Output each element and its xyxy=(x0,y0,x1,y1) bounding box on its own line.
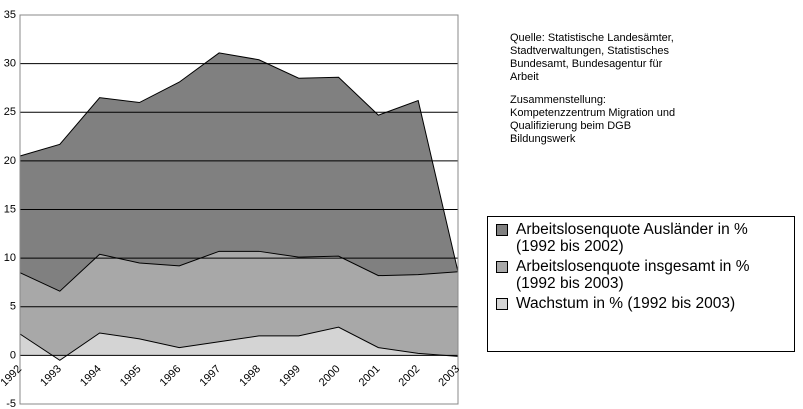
area xyxy=(20,251,458,356)
annotation-line: Kompetenzzentrum Migration und xyxy=(510,107,676,119)
annotation-line: Bundesamt, Bundesagentur für xyxy=(510,58,663,70)
legend-label: Arbeitslosenquote insgesamt in % (1992 b… xyxy=(516,258,750,292)
area-line xyxy=(19,326,459,361)
annotation-line: Quelle: Statistische Landesämter, xyxy=(510,32,674,44)
legend: Arbeitslosenquote Ausländer in % (1992 b… xyxy=(487,216,795,352)
annotation-line: Zusammenstellung: xyxy=(510,94,606,106)
legend-label: Arbeitslosenquote Ausländer in % (1992 b… xyxy=(516,221,748,255)
y-tick-label: 10 xyxy=(4,252,16,264)
annotation-line: Bildungswerk xyxy=(510,133,576,145)
note-source: Quelle: Statistische Landesämter, Stadtve… xyxy=(510,32,674,84)
plot-border xyxy=(19,14,459,405)
annotation-line: Stadtverwaltungen, Statistisches xyxy=(510,45,669,57)
annotation-line: Qualifizierung beim DGB xyxy=(510,120,632,132)
legend-item: Wachstum in % (1992 bis 2003) xyxy=(496,295,786,312)
y-tick-label: 15 xyxy=(4,203,16,215)
legend-label: Wachstum in % (1992 bis 2003) xyxy=(516,295,736,312)
legend-swatch xyxy=(496,224,508,236)
y-tick-label: 35 xyxy=(4,9,16,21)
y-tick-label: 5 xyxy=(10,301,16,313)
area-line xyxy=(19,250,459,292)
note-compilation: Zusammenstellung: Kompetenzzentrum Migrat… xyxy=(510,94,675,146)
y-tick-label: 30 xyxy=(4,58,16,70)
area xyxy=(20,327,458,361)
legend-swatch xyxy=(496,261,508,273)
y-tick-label: -5 xyxy=(6,398,16,409)
legend-item: Arbeitslosenquote Ausländer in % (1992 b… xyxy=(496,221,786,255)
y-tick-label: 25 xyxy=(4,106,16,118)
y-tick-label: 20 xyxy=(4,155,16,167)
legend-swatch xyxy=(496,298,508,310)
annotation-line: Arbeit xyxy=(510,71,539,83)
legend-item: Arbeitslosenquote insgesamt in % (1992 b… xyxy=(496,258,786,292)
y-tick-label: 0 xyxy=(10,349,16,361)
